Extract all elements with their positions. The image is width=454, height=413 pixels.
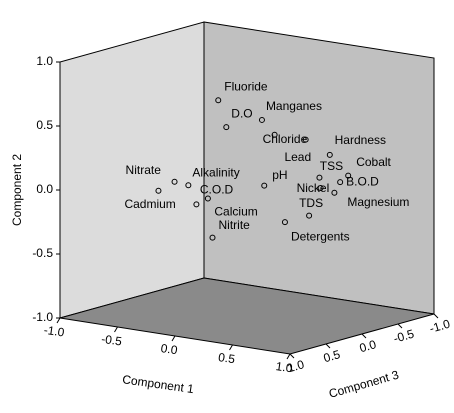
- x-tick-label: 0.5: [217, 350, 236, 366]
- x-tick-label: -1.0: [43, 323, 66, 340]
- point: [204, 195, 211, 202]
- point-label: B.O.D: [346, 174, 379, 188]
- x-tick-label: -0.5: [100, 332, 123, 349]
- point-label: Alkalinity: [192, 165, 239, 179]
- y-tick-label: -0.5: [32, 246, 53, 260]
- x-axis-label: Component 1: [121, 372, 195, 396]
- point-label: Fluoride: [224, 79, 268, 93]
- point-label: pH: [272, 168, 287, 182]
- z-tick: [433, 313, 439, 319]
- point: [302, 136, 309, 143]
- point: [306, 212, 313, 219]
- x-tick-label: 1.0: [275, 359, 294, 375]
- y-axis-label: Component 2: [10, 154, 24, 226]
- z-tick-label: 0.5: [322, 347, 342, 365]
- z-tick: [361, 333, 367, 339]
- y-tick-label: 0.5: [36, 118, 53, 132]
- point-label: Nickel: [297, 181, 330, 195]
- point: [155, 187, 162, 194]
- y-tick-label: 1.0: [36, 54, 53, 68]
- point-label: Hardness: [335, 133, 386, 147]
- point-label: Chloride: [263, 132, 308, 146]
- point: [345, 172, 352, 179]
- x-tick: [171, 335, 176, 342]
- x-tick-label: 0.0: [160, 341, 179, 357]
- z-tick-label: 1.0: [286, 357, 306, 375]
- z-axis-label: Component 3: [327, 367, 400, 400]
- point-label: Nitrite: [219, 218, 251, 232]
- point: [316, 174, 323, 181]
- point: [193, 201, 200, 208]
- point: [337, 179, 344, 186]
- point-label: Calcium: [214, 205, 257, 219]
- z-tick-label: -1.0: [428, 317, 452, 336]
- x-tick: [114, 326, 118, 333]
- x-tick: [286, 353, 291, 360]
- y-tick-label: -1.0: [32, 310, 53, 324]
- z-tick: [397, 323, 403, 329]
- point: [261, 182, 268, 189]
- point-label: Cobalt: [356, 155, 391, 169]
- point-label: TSS: [320, 159, 343, 173]
- z-tick-label: -0.5: [392, 327, 416, 346]
- point-label: Manganes: [266, 99, 322, 113]
- point: [215, 97, 222, 104]
- point: [281, 219, 288, 226]
- point: [317, 185, 324, 191]
- point-label: Nitrate: [126, 163, 162, 177]
- z-tick: [289, 353, 295, 359]
- point-label: Detergents: [291, 229, 350, 243]
- point: [209, 234, 216, 241]
- point: [271, 131, 278, 138]
- point: [223, 124, 230, 131]
- walls: [59, 21, 435, 355]
- point-label: Lead: [284, 150, 311, 164]
- point: [326, 151, 333, 158]
- x-tick: [56, 317, 61, 324]
- point: [258, 116, 265, 123]
- z-tick-label: 0.0: [358, 337, 378, 355]
- z-tick: [325, 343, 331, 349]
- point-label: C.O.D: [200, 183, 234, 197]
- y-tick-label: 0.0: [36, 182, 53, 196]
- point-label: Magnesium: [347, 195, 409, 209]
- point-label: D.O: [231, 106, 252, 120]
- point: [171, 178, 178, 185]
- point-label: TDS: [299, 196, 323, 210]
- x-tick: [229, 344, 233, 351]
- point-label: Cadmium: [124, 197, 175, 211]
- point: [331, 189, 338, 196]
- point: [185, 182, 192, 189]
